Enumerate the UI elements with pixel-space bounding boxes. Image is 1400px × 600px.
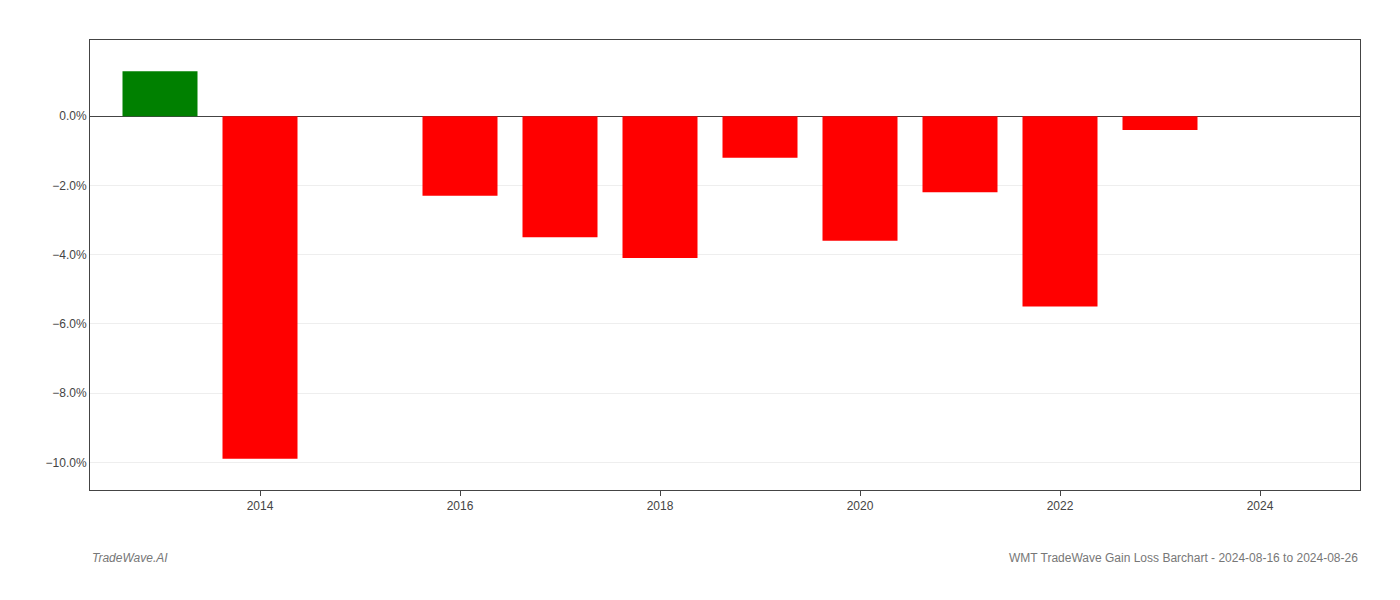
svg-text:2024: 2024	[1247, 499, 1274, 513]
svg-text:2018: 2018	[647, 499, 674, 513]
svg-text:−4.0%: −4.0%	[52, 248, 87, 262]
svg-text:WMT TradeWave Gain Loss Barcha: WMT TradeWave Gain Loss Barchart - 2024-…	[1009, 551, 1358, 565]
svg-text:0.0%: 0.0%	[59, 109, 87, 123]
svg-text:−10.0%: −10.0%	[46, 456, 87, 470]
svg-text:−6.0%: −6.0%	[52, 317, 87, 331]
svg-text:2022: 2022	[1047, 499, 1074, 513]
svg-text:2020: 2020	[847, 499, 874, 513]
svg-text:2014: 2014	[247, 499, 274, 513]
svg-text:−8.0%: −8.0%	[52, 386, 87, 400]
svg-text:−2.0%: −2.0%	[52, 179, 87, 193]
svg-text:TradeWave.AI: TradeWave.AI	[92, 551, 168, 565]
svg-text:2016: 2016	[447, 499, 474, 513]
